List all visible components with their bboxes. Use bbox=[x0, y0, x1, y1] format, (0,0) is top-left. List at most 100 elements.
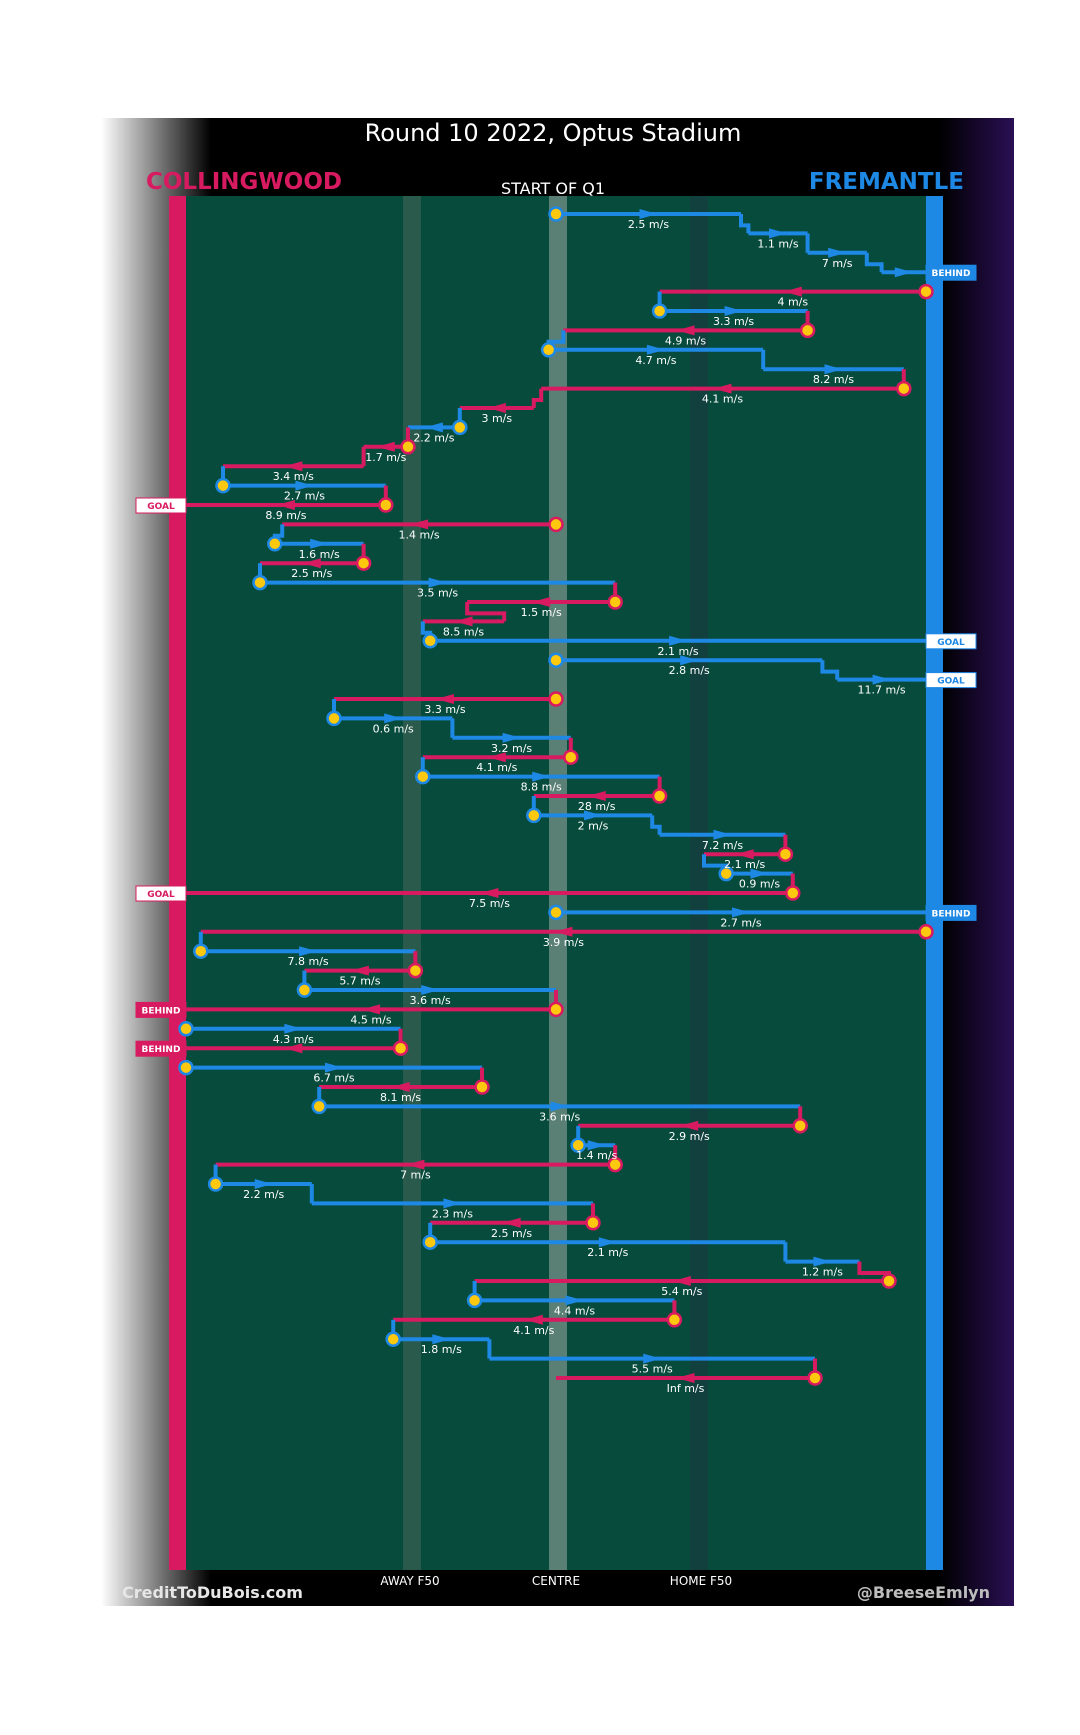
outcome-badge-text-24: GOAL bbox=[937, 677, 965, 687]
chain-connector-24 bbox=[820, 660, 840, 680]
contest-marker-52 bbox=[585, 1215, 601, 1231]
direction-arrow-8 bbox=[824, 364, 843, 375]
contest-marker-41 bbox=[548, 1001, 564, 1018]
centre-band bbox=[549, 196, 567, 1570]
direction-arrow-38 bbox=[299, 946, 318, 957]
direction-arrow-23 bbox=[680, 655, 699, 666]
speed-label-28: 4.1 m/s bbox=[476, 761, 517, 774]
direction-arrow-43 bbox=[284, 1043, 303, 1054]
outcome-badge-22 bbox=[925, 633, 977, 650]
outcome-badge-text-35: GOAL bbox=[147, 890, 175, 900]
direction-arrow-20 bbox=[532, 597, 551, 607]
contest-marker-18 bbox=[355, 555, 372, 571]
outcome-badge-35 bbox=[135, 885, 187, 902]
direction-arrow-33 bbox=[735, 849, 754, 860]
speed-label-52: 2.5 m/s bbox=[491, 1227, 532, 1240]
direction-arrow-15 bbox=[276, 500, 295, 510]
speed-label-32: 7.2 m/s bbox=[702, 839, 743, 852]
direction-arrow-14 bbox=[295, 480, 314, 491]
contest-marker-57 bbox=[666, 1312, 683, 1328]
direction-arrow-5 bbox=[724, 306, 743, 316]
speed-label-36: 2.7 m/s bbox=[720, 916, 761, 929]
speed-label-7: 4.7 m/s bbox=[635, 354, 676, 367]
outcome-badge-text-36: BEHIND bbox=[932, 909, 971, 919]
direction-arrow-25 bbox=[436, 694, 454, 704]
direction-arrow-3 bbox=[894, 267, 913, 278]
direction-arrow-4 bbox=[783, 286, 802, 297]
axis-label-home-f50: HOME F50 bbox=[670, 1574, 732, 1588]
speed-label-55: 5.4 m/s bbox=[661, 1285, 702, 1298]
speed-label-12: 1.7 m/s bbox=[365, 451, 406, 464]
direction-arrow-35 bbox=[480, 888, 499, 898]
contest-marker-48 bbox=[570, 1137, 586, 1153]
contest-marker-35 bbox=[785, 885, 801, 901]
contest-marker-58 bbox=[385, 1331, 401, 1347]
team-left-label: COLLINGWOOD bbox=[146, 169, 342, 195]
chain-connector-3 bbox=[864, 252, 884, 273]
speed-label-21: 8.5 m/s bbox=[443, 625, 484, 638]
speed-label-56: 4.4 m/s bbox=[554, 1304, 595, 1317]
speed-label-44: 6.7 m/s bbox=[313, 1072, 354, 1085]
contest-markers bbox=[178, 206, 934, 1386]
contest-marker-15 bbox=[378, 497, 394, 513]
direction-arrow-6 bbox=[676, 325, 695, 336]
speed-label-29: 8.8 m/s bbox=[521, 781, 562, 794]
contest-marker-33 bbox=[777, 846, 794, 862]
direction-arrow-57 bbox=[524, 1314, 543, 1325]
speed-label-38: 7.8 m/s bbox=[288, 955, 329, 968]
speed-label-33: 2.1 m/s bbox=[724, 858, 765, 871]
direction-arrow-52 bbox=[502, 1217, 521, 1228]
credit-left: CreditToDuBois.com bbox=[122, 1583, 303, 1602]
speed-label-15: 8.9 m/s bbox=[265, 509, 306, 522]
direction-arrow-0 bbox=[639, 209, 658, 219]
speed-label-30: 28 m/s bbox=[578, 800, 616, 813]
chain-paths bbox=[186, 209, 926, 1383]
chain-connector-10 bbox=[531, 388, 544, 408]
contest-marker-60 bbox=[807, 1370, 823, 1386]
direction-arrow-31 bbox=[584, 810, 602, 821]
outcome-badges: BEHIND GOAL GOAL GOAL GOAL BEHIND BEHIND BEHIND bbox=[135, 264, 977, 1057]
outcome-badge-text-15: GOAL bbox=[147, 502, 175, 512]
direction-arrow-26 bbox=[384, 713, 403, 724]
contest-marker-25 bbox=[548, 691, 564, 707]
direction-arrow-55 bbox=[672, 1276, 691, 1286]
contest-marker-0 bbox=[548, 206, 564, 222]
contest-marker-37 bbox=[918, 924, 934, 940]
contest-marker-45 bbox=[474, 1079, 490, 1095]
away-f50-band bbox=[403, 196, 421, 1570]
direction-arrow-22 bbox=[669, 635, 688, 646]
chain-connector-32 bbox=[650, 815, 662, 835]
outcome-badge-36 bbox=[925, 904, 977, 921]
contest-marker-17 bbox=[267, 536, 283, 552]
speed-label-19: 3.5 m/s bbox=[417, 587, 458, 600]
direction-arrow-44 bbox=[325, 1062, 343, 1073]
contest-marker-34 bbox=[718, 865, 734, 882]
start-label: START OF Q1 bbox=[501, 179, 605, 198]
speed-label-57: 4.1 m/s bbox=[513, 1324, 554, 1337]
speed-label-26: 0.6 m/s bbox=[373, 722, 414, 735]
direction-arrow-9 bbox=[713, 383, 732, 394]
direction-arrow-21 bbox=[454, 616, 473, 627]
speed-label-4: 4 m/s bbox=[777, 296, 808, 309]
direction-arrow-30 bbox=[587, 791, 606, 801]
outcome-badge-3 bbox=[925, 264, 977, 281]
direction-arrow-54 bbox=[813, 1256, 832, 1267]
direction-arrow-24 bbox=[872, 674, 891, 685]
contest-marker-31 bbox=[526, 807, 542, 824]
contest-marker-23 bbox=[548, 652, 564, 668]
direction-arrow-18 bbox=[302, 558, 321, 569]
speed-label-31: 2 m/s bbox=[578, 819, 609, 832]
contest-marker-7 bbox=[540, 342, 557, 358]
speed-label-18: 2.5 m/s bbox=[291, 567, 332, 580]
direction-arrow-47 bbox=[680, 1120, 699, 1131]
contest-marker-22 bbox=[422, 633, 438, 649]
speed-label-60: Inf m/s bbox=[667, 1382, 705, 1395]
collingwood-bar bbox=[169, 196, 186, 1570]
contest-marker-56 bbox=[466, 1292, 483, 1309]
speed-labels: 2.5 m/s 1.1 m/s 7 m/s 4 m/s 3.3 m/s 4.9 m/s 4.… bbox=[243, 218, 906, 1395]
contest-marker-55 bbox=[881, 1273, 897, 1289]
chart-title: Round 10 2022, Optus Stadium bbox=[365, 119, 742, 147]
outcome-badge-text-22: GOAL bbox=[937, 638, 965, 648]
speed-label-40: 3.6 m/s bbox=[410, 994, 451, 1007]
